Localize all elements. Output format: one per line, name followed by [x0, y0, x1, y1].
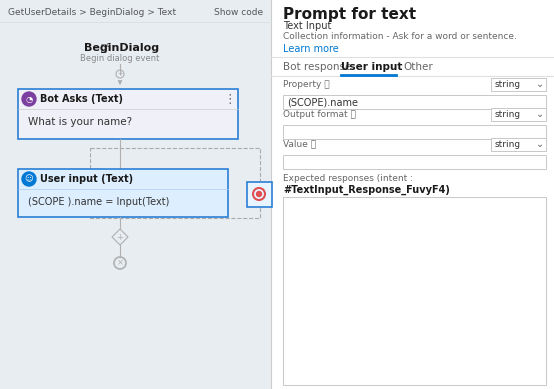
FancyBboxPatch shape — [491, 78, 546, 91]
Text: User input: User input — [341, 62, 402, 72]
FancyBboxPatch shape — [283, 197, 546, 385]
Text: ⋮: ⋮ — [224, 93, 236, 105]
FancyBboxPatch shape — [491, 108, 546, 121]
Bar — [0, 0, 271, 389]
Text: ☺: ☺ — [24, 175, 33, 184]
Text: ⌄: ⌄ — [536, 109, 544, 119]
Text: Expected responses (intent :: Expected responses (intent : — [283, 174, 413, 183]
FancyBboxPatch shape — [491, 138, 546, 151]
Text: Learn more: Learn more — [283, 44, 338, 54]
Text: +: + — [116, 233, 124, 242]
Text: User input (Text): User input (Text) — [40, 174, 133, 184]
FancyBboxPatch shape — [283, 95, 546, 109]
Circle shape — [22, 92, 36, 106]
Text: Bot Asks (Text): Bot Asks (Text) — [40, 94, 123, 104]
Text: GetUserDetails > BeginDialog > Text: GetUserDetails > BeginDialog > Text — [8, 7, 176, 16]
Text: ⌄: ⌄ — [536, 79, 544, 89]
Text: Other: Other — [403, 62, 433, 72]
Text: BeginDialog: BeginDialog — [84, 43, 160, 53]
FancyBboxPatch shape — [283, 125, 546, 139]
FancyBboxPatch shape — [247, 182, 271, 207]
Polygon shape — [112, 229, 128, 245]
Text: Collection information - Ask for a word or sentence.: Collection information - Ask for a word … — [283, 32, 517, 40]
Text: ⚿°: ⚿° — [101, 43, 111, 53]
FancyBboxPatch shape — [18, 169, 228, 217]
Text: ⌄: ⌄ — [536, 139, 544, 149]
Text: #TextInput_Response_FuvyF4): #TextInput_Response_FuvyF4) — [283, 185, 450, 195]
Text: +: + — [117, 71, 123, 77]
Text: string: string — [495, 79, 521, 89]
Text: Text Input: Text Input — [283, 21, 331, 31]
FancyBboxPatch shape — [18, 89, 238, 139]
Text: Bot response: Bot response — [283, 62, 351, 72]
Circle shape — [22, 172, 36, 186]
Text: Property ⓘ: Property ⓘ — [283, 79, 330, 89]
Text: ×: × — [116, 259, 124, 268]
Text: Prompt for text: Prompt for text — [283, 7, 416, 21]
Text: string: string — [495, 109, 521, 119]
Text: Value ⓘ: Value ⓘ — [283, 140, 316, 149]
Text: Show code: Show code — [214, 7, 263, 16]
Text: (SCOPE).name: (SCOPE).name — [287, 97, 358, 107]
Bar — [271, 0, 554, 389]
Text: string: string — [495, 140, 521, 149]
Text: (SCOPE ).name = Input(Text): (SCOPE ).name = Input(Text) — [28, 197, 170, 207]
FancyBboxPatch shape — [283, 155, 546, 169]
Text: Begin dialog event: Begin dialog event — [80, 54, 160, 63]
Text: Output format ⓘ: Output format ⓘ — [283, 109, 356, 119]
Circle shape — [257, 191, 261, 196]
Text: What is your name?: What is your name? — [28, 117, 132, 127]
Text: ◔: ◔ — [25, 95, 33, 103]
